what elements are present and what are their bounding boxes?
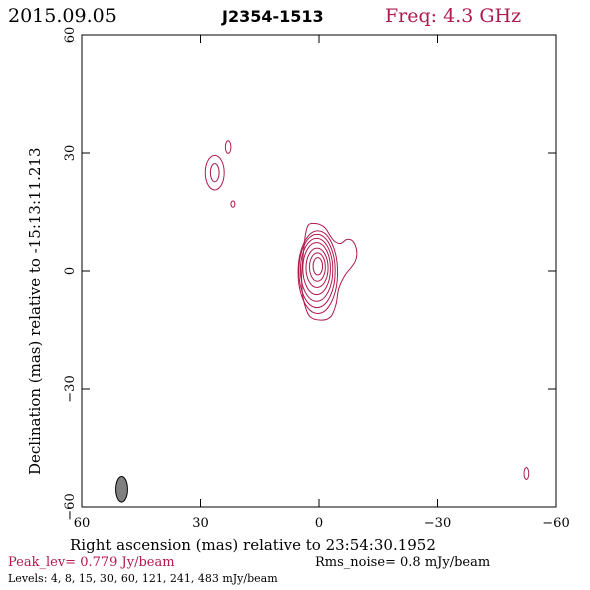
x-axis-label: Right ascension (mas) relative to 23:54:… <box>70 536 436 554</box>
contour-component <box>204 154 225 191</box>
contour-component <box>209 163 220 183</box>
peak-level: Peak_lev= 0.779 Jy/beam <box>8 555 175 570</box>
y-tick-label: −30 <box>63 375 78 402</box>
y-tick-label: 60 <box>63 27 78 44</box>
contour-line <box>305 247 329 289</box>
date-label: 2015.09.05 <box>8 5 117 27</box>
contour-line <box>309 252 326 282</box>
contour-line <box>297 230 339 314</box>
contour-layer <box>115 140 530 503</box>
y-tick-label: 30 <box>63 145 78 162</box>
contour-line <box>302 242 331 296</box>
contour-component <box>230 200 236 208</box>
beam-ellipse <box>115 476 128 503</box>
contour-component <box>523 467 530 480</box>
contour-line <box>312 257 324 276</box>
contour-outer-jet <box>301 222 358 321</box>
x-tick-label: 60 <box>74 516 91 531</box>
contour-line <box>299 237 334 302</box>
frequency-label: Freq: 4.3 GHz <box>385 5 521 27</box>
x-tick-label: 0 <box>315 516 323 531</box>
x-tick-label: −30 <box>424 516 451 531</box>
plot-frame <box>81 34 557 508</box>
contour-levels: Levels: 4, 8, 15, 30, 60, 121, 241, 483 … <box>8 572 278 585</box>
x-tick-label: −60 <box>542 516 569 531</box>
rms-noise: Rms_noise= 0.8 mJy/beam <box>315 555 490 570</box>
contour-line <box>298 233 336 309</box>
x-tick-label: 30 <box>192 516 209 531</box>
contour-component <box>224 140 232 154</box>
y-tick-label: −60 <box>63 493 78 520</box>
y-tick-label: 0 <box>63 267 78 275</box>
source-name: J2354-1513 <box>221 7 324 26</box>
y-axis-label: Declination (mas) relative to -15:13:11.… <box>26 147 44 475</box>
